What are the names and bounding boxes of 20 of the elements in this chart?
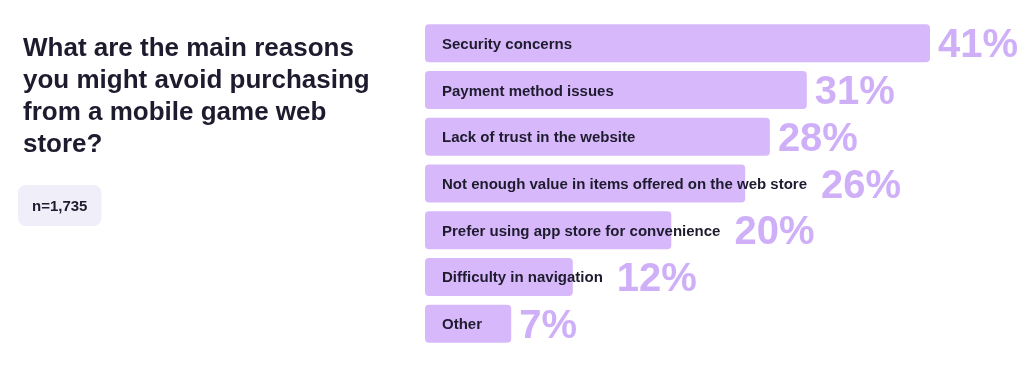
data-label: 26% [821,161,902,206]
data-label: 28% [777,114,858,159]
bar [425,117,770,156]
data-label: 12% [616,254,697,299]
data-label: 41% [938,21,1019,66]
y-tick-label: Difficulty in navigation [442,268,603,286]
bar [425,71,807,110]
y-tick-label: Payment method issues [442,81,614,99]
bar [425,24,930,63]
bar [425,304,512,343]
data-label: 31% [814,68,895,113]
text: What are the main reasons you might avoid purchasing from a mobile game web store? [23,32,377,158]
text: n=1,735 [32,197,88,214]
y-tick-label: Prefer using app store for convenience [442,221,721,239]
data-label: 7% [519,301,578,346]
y-tick-label: Not enough value in items offered on the web store [442,175,808,192]
data-label: 20% [734,208,815,253]
y-tick-label: Security concerns [442,34,573,52]
y-tick-label: Other [442,315,483,333]
y-tick-label: Lack of trust in the website [442,128,636,146]
